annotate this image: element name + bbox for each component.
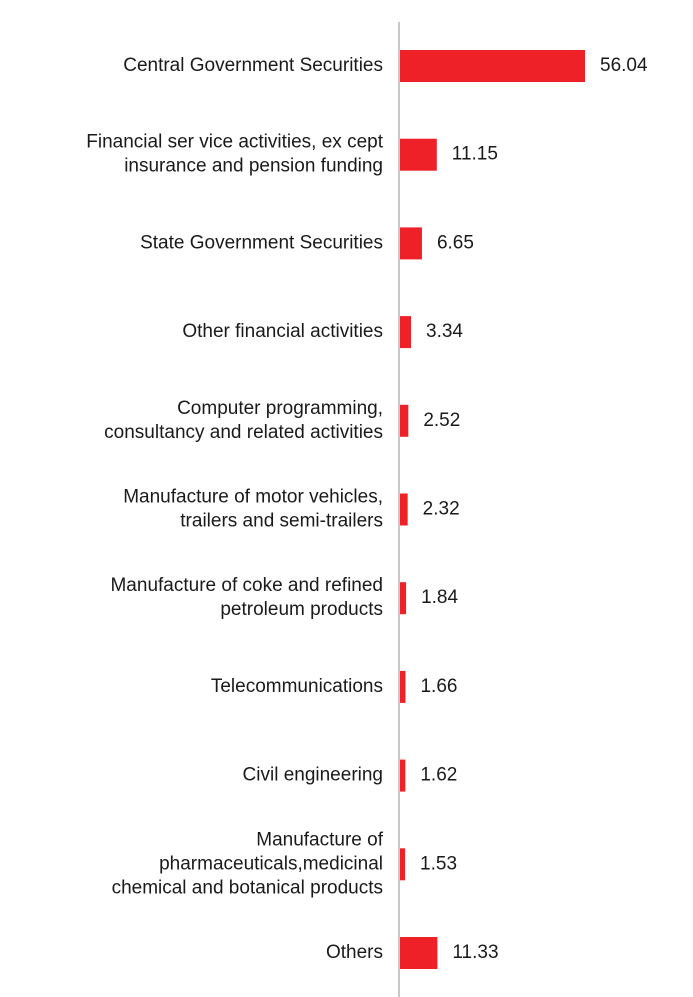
category-label-0-line-0: Central Government Securities — [123, 55, 383, 76]
category-label-4-line-1: consultancy and related activities — [104, 422, 383, 443]
category-label-10-line-0: Others — [326, 942, 383, 963]
category-label-9-line-1: pharmaceuticals,medicinal — [159, 853, 383, 874]
bar-4 — [400, 404, 409, 437]
value-label-0: 56.04 — [600, 55, 648, 76]
value-label-8: 1.62 — [420, 765, 457, 786]
value-label-3: 3.34 — [426, 321, 463, 342]
bar-5 — [400, 493, 408, 526]
category-labels-group: Central Government Securities Financial s… — [86, 55, 383, 963]
category-label-1-line-1: insurance and pension funding — [124, 156, 383, 177]
bar-10 — [400, 937, 438, 969]
value-label-1: 11.15 — [452, 144, 498, 165]
value-label-5: 2.32 — [423, 499, 460, 520]
value-label-7: 1.66 — [420, 676, 457, 697]
category-label-2-line-0: State Government Securities — [140, 232, 383, 253]
category-label-6-line-1: petroleum products — [220, 599, 383, 620]
value-label-4: 2.52 — [423, 410, 460, 431]
bar-9 — [400, 848, 406, 881]
category-label-5-line-0: Manufacture of motor vehicles, — [123, 487, 383, 508]
category-label-9-line-0: Manufacture of — [256, 829, 383, 850]
bar-0 — [400, 50, 585, 82]
value-label-10: 11.33 — [452, 942, 498, 963]
category-label-7-line-0: Telecommunications — [211, 676, 383, 697]
bar-1 — [400, 138, 437, 171]
bar-6 — [400, 582, 407, 615]
bar-7 — [400, 670, 406, 703]
value-label-6: 1.84 — [421, 587, 458, 608]
bar-3 — [400, 316, 412, 349]
category-label-1-line-0: Financial ser vice activities, ex cept — [86, 132, 383, 153]
category-label-8-line-0: Civil engineering — [243, 765, 383, 786]
value-labels-group: 56.04 11.15 6.65 3.34 2.52 2.32 1.84 1.66 1.62 1.… — [420, 55, 648, 963]
category-label-6-line-0: Manufacture of coke and refined — [110, 575, 383, 596]
category-label-3-line-0: Other financial activities — [182, 321, 383, 342]
value-label-2: 6.65 — [437, 232, 474, 253]
category-label-4-line-0: Computer programming, — [177, 398, 383, 419]
category-label-5-line-1: trailers and semi-trailers — [180, 511, 383, 532]
bar-2 — [400, 227, 422, 260]
category-label-9-line-2: chemical and botanical products — [112, 877, 383, 898]
bar-8 — [400, 759, 406, 792]
bars-group — [400, 50, 585, 969]
value-label-9: 1.53 — [420, 853, 457, 874]
